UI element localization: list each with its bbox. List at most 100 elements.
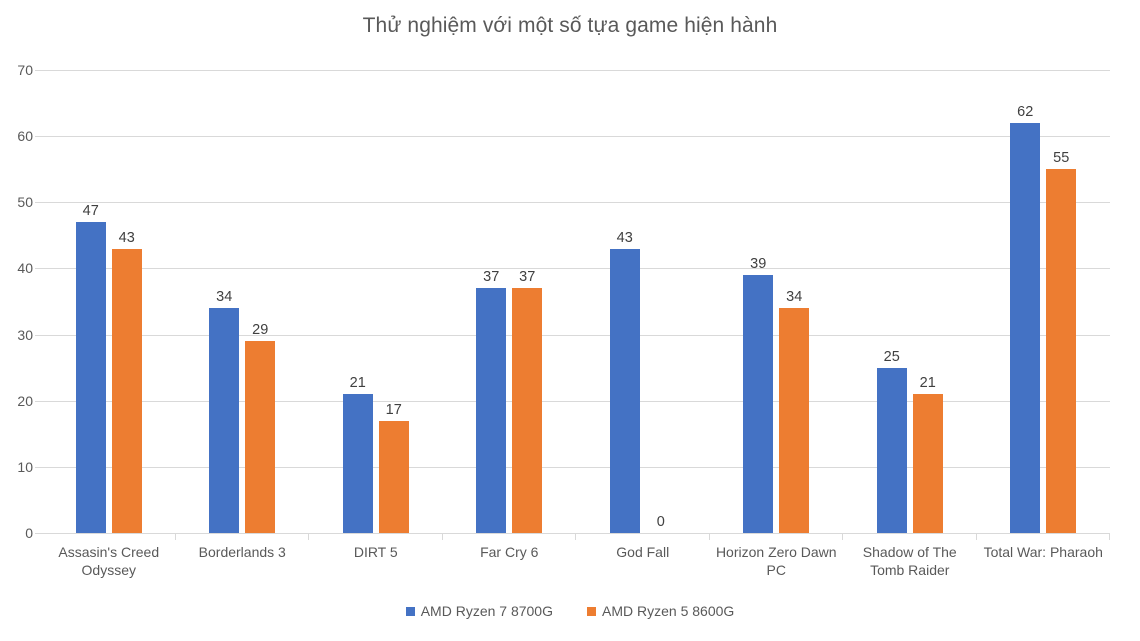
bar-value-label: 62 [1017,103,1034,120]
bar-group: 47 43 [42,70,176,540]
bar-value-label: 39 [750,256,767,273]
y-axis-tick [35,136,42,138]
legend-item[interactable]: AMD Ryzen 7 8700G [405,603,553,619]
bar-value-label: 37 [483,269,500,286]
bar-column: 55 [1046,70,1077,533]
bar[interactable] [512,288,543,533]
bar-group: 37 37 [443,70,576,540]
bar-value-label: 21 [349,375,366,392]
gridline [42,70,1110,71]
bar-column: 0 [646,70,676,533]
bar-value-label: 17 [385,401,402,418]
x-axis-category-label: Total War: Pharaoh [983,544,1103,560]
bar[interactable] [342,394,373,533]
bar-value-label: 47 [82,203,99,220]
x-axis-labels: Assasin's Creed Odyssey Borderlands 3 DIRT… [42,543,1110,579]
x-axis-category-label: Shadow of The Tomb Raider [862,544,957,578]
legend-swatch-icon [405,606,415,616]
chart-title: Thử nghiệm với một số tựa game hiện hành [362,14,778,37]
y-axis-tick [35,466,42,468]
bar-groups: 47 43 34 29 21 17 37 37 43 0 39 34 25 21 62 55 [42,70,1111,540]
bar-value-label: 37 [519,269,536,286]
bar-pair: 25 21 [843,70,977,533]
bar[interactable] [476,288,507,533]
y-axis-label: 20 [17,392,33,409]
x-axis-tick [308,533,309,540]
bar-value-label: 0 [656,514,665,530]
bar-group: 39 34 [710,70,844,540]
x-axis-tick [1109,533,1110,540]
x-axis-tick [975,533,977,540]
x-axis-category-label: God Fall [616,544,670,560]
bar-column: 37 [476,70,507,533]
y-axis-label: 70 [17,62,33,78]
y-axis-tick [35,268,42,270]
gridline [42,202,1110,204]
bar[interactable] [245,341,276,533]
legend-swatch-icon [587,606,596,616]
y-axis-label: 0 [25,525,33,541]
bar-value-label: 29 [252,322,269,339]
x-axis-tick [174,533,176,540]
bar-column: 39 [743,70,774,533]
bar-value-label: 21 [919,375,936,392]
bar-column: 37 [512,70,543,533]
bar-group: 21 17 [309,70,443,540]
gridline [42,136,1110,138]
gridline [42,466,1110,468]
bar-column: 43 [609,70,640,533]
y-axis-tick [35,202,42,204]
bar[interactable] [75,222,106,533]
bar[interactable] [1046,169,1077,533]
gridline [42,334,1110,336]
bar-column: 62 [1010,70,1041,533]
y-axis-tick [35,400,42,402]
y-axis-label: 40 [17,260,33,277]
bar-pair: 62 55 [977,70,1111,533]
bar[interactable] [743,275,774,533]
bar[interactable] [912,394,943,533]
plot-area: 47 43 34 29 21 17 37 37 43 0 39 34 25 21 62 55 [35,70,1111,540]
bar[interactable] [876,367,907,533]
bar[interactable] [609,248,640,533]
bar-column: 21 [912,70,943,533]
bar-column: 43 [111,70,142,533]
y-axis-tick [35,70,42,71]
y-axis-tick [35,533,42,534]
y-axis-tick [35,334,42,336]
legend-item[interactable]: AMD Ryzen 5 8600G [587,603,734,619]
gridline [42,268,1110,270]
y-axis-label: 10 [17,458,33,475]
bar-value-label: 43 [118,229,135,246]
x-axis-category-label: Assasin's Creed Odyssey [58,544,160,578]
bar[interactable] [209,308,240,533]
bar-group: 25 21 [843,70,977,540]
bar-pair: 47 43 [42,70,176,533]
bar[interactable] [378,420,409,533]
bar-pair: 39 34 [710,70,844,533]
legend-label: AMD Ryzen 5 8600G [602,603,735,619]
bar[interactable] [111,248,142,533]
bar[interactable] [779,308,810,533]
bar-value-label: 55 [1053,150,1070,167]
bar[interactable] [1010,122,1041,533]
bar-group: 62 55 [977,70,1111,540]
bar-value-label: 34 [216,289,233,306]
bar-value-label: 43 [616,229,633,246]
bar-column: 34 [779,70,810,533]
bar-pair: 34 29 [176,70,310,533]
y-axis-label: 50 [17,194,33,211]
x-axis-category-label: Horizon Zero Dawn PC [715,544,837,578]
bar-column: 34 [209,70,240,533]
bar-pair: 21 17 [309,70,443,533]
bar-column: 29 [245,70,276,533]
legend-label: AMD Ryzen 7 8700G [420,603,553,619]
bar-column: 17 [378,70,409,533]
x-axis-tick [708,533,710,540]
y-axis-label: 30 [17,326,33,343]
bar-pair: 43 0 [576,70,710,533]
bar-value-label: 34 [786,289,803,306]
bar-group: 43 0 [576,70,710,540]
x-axis-category-label: Borderlands 3 [198,544,286,560]
